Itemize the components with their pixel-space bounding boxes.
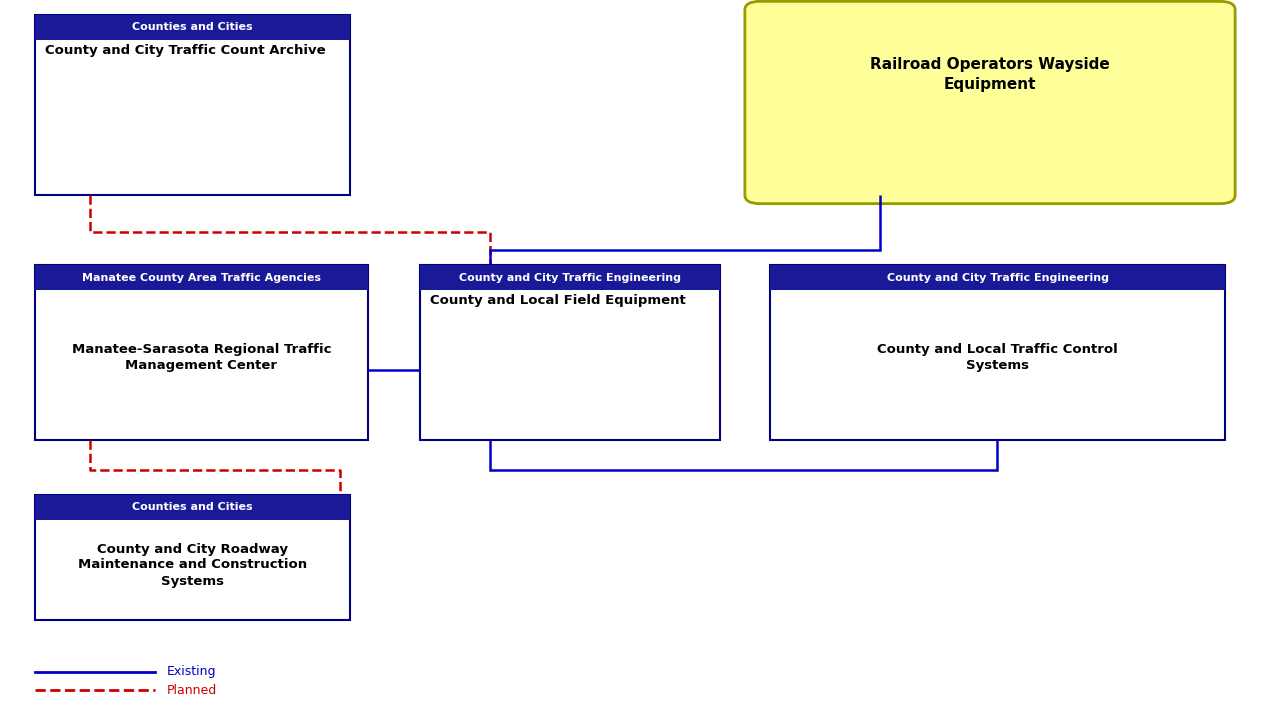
Text: County and Local Field Equipment: County and Local Field Equipment: [430, 293, 686, 306]
Bar: [420, 265, 720, 440]
Bar: [35, 265, 368, 440]
Text: County and City Roadway
Maintenance and Construction
Systems: County and City Roadway Maintenance and …: [78, 542, 308, 588]
Text: County and City Traffic Engineering: County and City Traffic Engineering: [886, 273, 1108, 283]
Text: Manatee County Area Traffic Agencies: Manatee County Area Traffic Agencies: [82, 273, 322, 283]
Text: County and Local Traffic Control
Systems: County and Local Traffic Control Systems: [878, 343, 1117, 372]
Bar: [420, 265, 720, 290]
Bar: [35, 15, 351, 40]
Bar: [35, 495, 351, 620]
Text: County and City Traffic Engineering: County and City Traffic Engineering: [459, 273, 681, 283]
Bar: [35, 495, 351, 520]
Text: Counties and Cities: Counties and Cities: [132, 503, 252, 513]
Text: Planned: Planned: [166, 684, 217, 696]
Bar: [770, 265, 1224, 440]
Text: Existing: Existing: [166, 665, 217, 678]
Bar: [770, 265, 1224, 290]
Text: County and City Traffic Count Archive: County and City Traffic Count Archive: [45, 43, 325, 57]
Text: Manatee-Sarasota Regional Traffic
Management Center: Manatee-Sarasota Regional Traffic Manage…: [72, 343, 332, 372]
Text: Railroad Operators Wayside
Equipment: Railroad Operators Wayside Equipment: [870, 58, 1110, 92]
Bar: [35, 15, 351, 195]
Text: Counties and Cities: Counties and Cities: [132, 22, 252, 32]
Bar: [35, 265, 368, 290]
FancyBboxPatch shape: [745, 1, 1235, 203]
